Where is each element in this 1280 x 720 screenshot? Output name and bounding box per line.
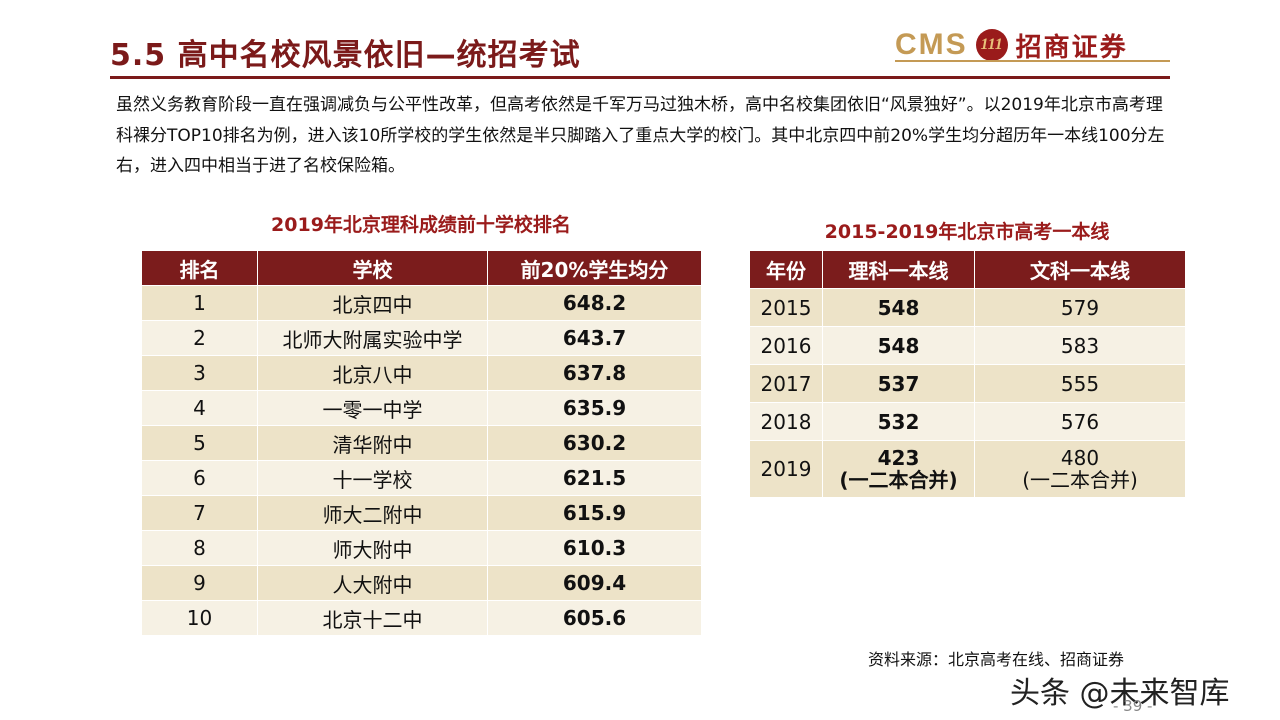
cutoff-header-science: 理科一本线 [822,250,975,289]
rank-cell: 7 [141,495,258,531]
cutoff-table-header-row: 年份 理科一本线 文科一本线 [749,250,1186,289]
score-cell: 637.8 [487,355,702,391]
arts-cutoff-cell: 583 [974,326,1186,365]
school-cell: 北京十二中 [257,600,488,636]
year-cell: 2019 [749,440,823,498]
arts-cutoff-cell: 579 [974,288,1186,327]
source-note: 资料来源：北京高考在线、招商证券 [868,650,1125,669]
score-cell: 643.7 [487,320,702,356]
table-row: 2019 423 (一二本合并) 480 (一二本合并) [749,440,1186,498]
cutoff-header-year: 年份 [749,250,823,289]
score-cell: 609.4 [487,565,702,601]
school-cell: 师大附中 [257,530,488,566]
science-cutoff-cell: 532 [822,402,975,441]
rank-cell: 4 [141,390,258,426]
ranking-table: 排名 学校 前20%学生均分 1 北京四中 648.2 2 北师大附属实验中学 … [141,250,702,636]
table-row: 4 一零一中学 635.9 [141,390,702,426]
rank-cell: 6 [141,460,258,496]
table-row: 1 北京四中 648.2 [141,285,702,321]
ranking-header-rank: 排名 [141,250,258,286]
intro-paragraph: 虽然义务教育阶段一直在强调减负与公平性改革，但高考依然是千军万马过独木桥，高中名… [116,95,1165,176]
rank-cell: 1 [141,285,258,321]
science-cutoff-cell: 537 [822,364,975,403]
page-number: - 39 - [1113,697,1153,715]
table-row: 8 师大附中 610.3 [141,530,702,566]
school-cell: 师大二附中 [257,495,488,531]
science-cutoff-cell: 548 [822,326,975,365]
rank-cell: 3 [141,355,258,391]
science-cutoff-note: (一二本合并) [839,468,958,492]
arts-cutoff-note: (一二本合并) [1022,468,1138,492]
rank-cell: 8 [141,530,258,566]
arts-cutoff-value: 480 [1060,446,1100,470]
cutoff-table: 年份 理科一本线 文科一本线 2015 548 579 2016 548 583… [749,250,1186,498]
table-row: 3 北京八中 637.8 [141,355,702,391]
company-logo: CMS 111 招商证券 [895,28,1128,63]
table-row: 7 师大二附中 615.9 [141,495,702,531]
table-row: 2018 532 576 [749,402,1186,441]
school-cell: 北京四中 [257,285,488,321]
science-cutoff-cell: 423 (一二本合并) [822,440,975,498]
year-cell: 2016 [749,326,823,365]
year-cell: 2018 [749,402,823,441]
science-cutoff-cell: 548 [822,288,975,327]
logo-underline [895,60,1170,62]
table-row: 2015 548 579 [749,288,1186,327]
ranking-header-score: 前20%学生均分 [487,250,702,286]
ranking-header-school: 学校 [257,250,488,286]
arts-cutoff-cell: 576 [974,402,1186,441]
ranking-table-header-row: 排名 学校 前20%学生均分 [141,250,702,286]
watermark: 头条 @未来智库 [1010,676,1230,711]
rank-cell: 9 [141,565,258,601]
page-title: 5.5 高中名校风景依旧—统招考试 [110,38,581,73]
year-cell: 2015 [749,288,823,327]
school-cell: 一零一中学 [257,390,488,426]
table-row: 2016 548 583 [749,326,1186,365]
score-cell: 630.2 [487,425,702,461]
table-row: 10 北京十二中 605.6 [141,600,702,636]
score-cell: 605.6 [487,600,702,636]
title-divider [110,76,1170,79]
rank-cell: 10 [141,600,258,636]
cutoff-table-caption: 2015-2019年北京市高考一本线 [824,221,1110,243]
table-row: 6 十一学校 621.5 [141,460,702,496]
school-cell: 北京八中 [257,355,488,391]
ranking-table-caption: 2019年北京理科成绩前十学校排名 [271,214,571,236]
score-cell: 610.3 [487,530,702,566]
rank-cell: 5 [141,425,258,461]
school-cell: 人大附中 [257,565,488,601]
school-cell: 北师大附属实验中学 [257,320,488,356]
score-cell: 635.9 [487,390,702,426]
logo-company-name: 招商证券 [1015,32,1128,63]
table-row: 2 北师大附属实验中学 643.7 [141,320,702,356]
year-cell: 2017 [749,364,823,403]
cutoff-header-arts: 文科一本线 [974,250,1186,289]
school-cell: 清华附中 [257,425,488,461]
score-cell: 615.9 [487,495,702,531]
table-row: 5 清华附中 630.2 [141,425,702,461]
arts-cutoff-cell: 555 [974,364,1186,403]
score-cell: 621.5 [487,460,702,496]
arts-cutoff-cell: 480 (一二本合并) [974,440,1186,498]
logo-mark-icon: 111 [975,29,1008,61]
score-cell: 648.2 [487,285,702,321]
table-row: 2017 537 555 [749,364,1186,403]
school-cell: 十一学校 [257,460,488,496]
table-row: 9 人大附中 609.4 [141,565,702,601]
rank-cell: 2 [141,320,258,356]
science-cutoff-value: 423 [877,446,920,470]
logo-cms-text: CMS [895,28,968,61]
